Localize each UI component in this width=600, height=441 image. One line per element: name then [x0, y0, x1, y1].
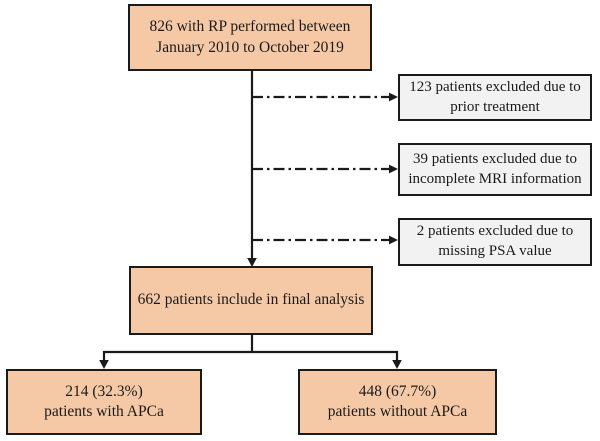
down-arrowhead-left	[99, 360, 109, 369]
node-text-line: incomplete MRI information	[408, 170, 582, 187]
node-text-line: patients without APCa	[327, 403, 468, 420]
node-excluded-psa: 2 patients excluded due to missing PSA v…	[398, 218, 592, 266]
node-text-line: missing PSA value	[438, 243, 552, 259]
node-text-line: 214 (32.3%)	[65, 382, 143, 400]
right-arrowhead-2	[389, 164, 398, 174]
node-text-line: 2 patients excluded due to	[416, 223, 574, 240]
node-with-apca: 214 (32.3%) patients with APCa	[6, 369, 202, 435]
node-excluded-mri: 39 patients excluded due to incomplete M…	[398, 143, 592, 196]
node-text-line: January 2010 to October 2019	[156, 38, 344, 56]
right-arrowhead-1	[389, 92, 398, 102]
node-text-line: 448 (67.7%)	[358, 382, 437, 400]
node-text-line: 826 with RP performed between	[149, 18, 351, 36]
node-text-line: patients with APCa	[44, 403, 164, 420]
down-arrowhead-right	[392, 360, 402, 369]
node-without-apca: 448 (67.7%) patients without APCa	[298, 369, 497, 435]
node-text-line: 662 patients include in final analysis	[137, 291, 365, 309]
node-rp-total: 826 with RP performed between January 20…	[128, 4, 372, 71]
node-final-analysis: 662 patients include in final analysis	[129, 266, 373, 335]
node-text-line: prior treatment	[450, 98, 540, 115]
node-text-line: 39 patients excluded due to	[412, 150, 578, 167]
right-arrowhead-3	[389, 235, 398, 245]
down-arrowhead-main	[247, 258, 257, 267]
node-excluded-prior-treatment: 123 patients excluded due to prior treat…	[398, 74, 592, 121]
node-text-line: 123 patients excluded due to	[409, 78, 581, 95]
